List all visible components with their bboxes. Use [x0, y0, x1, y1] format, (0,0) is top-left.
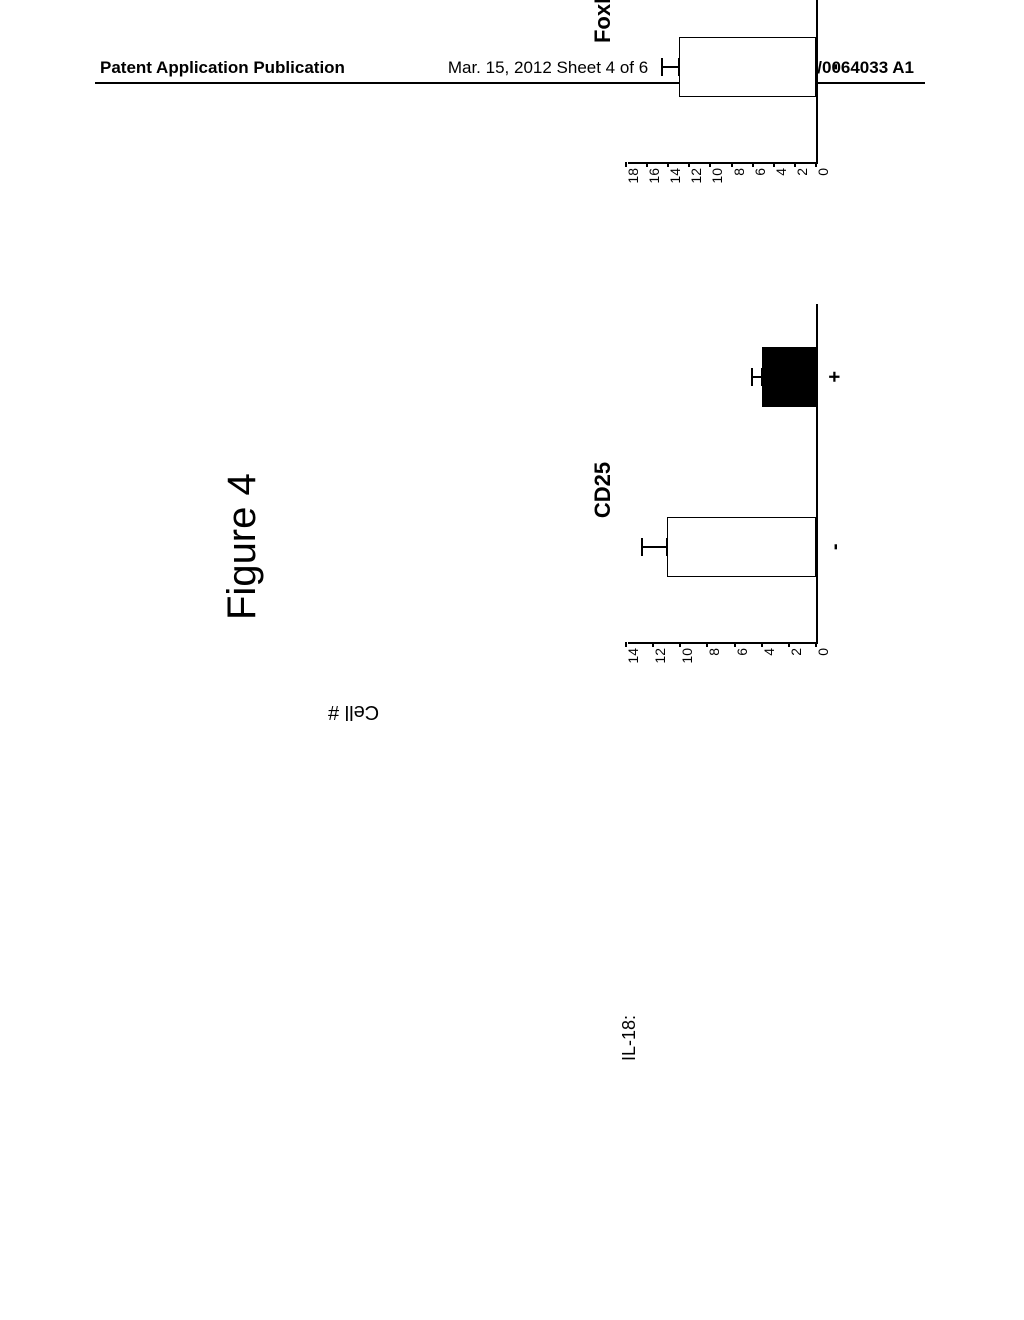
ytick-mark: [731, 162, 733, 167]
error-bar: [642, 546, 666, 548]
page-header: Patent Application Publication Mar. 15, …: [0, 58, 1024, 78]
ytick-label: 4: [773, 168, 789, 176]
ytick-label: 16: [646, 168, 662, 184]
ytick-mark: [667, 162, 669, 167]
ytick-label: 0: [815, 168, 831, 176]
ytick-label: 2: [788, 648, 804, 656]
xtick-label: +: [824, 371, 847, 383]
ytick-mark: [646, 162, 648, 167]
condition-label: IL-18:: [619, 1015, 640, 1061]
header-left: Patent Application Publication: [100, 58, 345, 78]
chart-foxp3-title: FoxP3: [590, 0, 616, 210]
chart-cd25-slot: CD25 02468101214-+: [330, 690, 590, 1090]
ytick-label: 6: [752, 168, 768, 176]
bar: [762, 347, 816, 407]
ytick-label: 6: [734, 648, 750, 656]
chart-foxp3-plot: 024681012141618-+: [628, 0, 818, 164]
error-cap-bottom: [761, 368, 763, 386]
error-cap-top: [641, 538, 643, 556]
ytick-mark: [815, 642, 817, 647]
ytick-mark: [752, 162, 754, 167]
ytick-label: 10: [709, 168, 725, 184]
ytick-mark: [652, 642, 654, 647]
ytick-label: 10: [679, 648, 695, 664]
error-cap-top: [661, 58, 663, 76]
ytick-mark: [706, 642, 708, 647]
xtick-label: -: [824, 63, 847, 70]
ytick-label: 8: [706, 648, 722, 656]
figure-title: Figure 4: [220, 473, 265, 620]
error-cap-top: [751, 368, 753, 386]
chart-cd25-title: CD25: [590, 290, 616, 690]
ytick-label: 14: [667, 168, 683, 184]
chart-foxp3: FoxP3 024681012141618-+: [590, 0, 850, 210]
chart-cd25-plot: 02468101214-+: [628, 304, 818, 644]
ytick-mark: [788, 642, 790, 647]
charts-container: FoxP3 024681012141618-+ CD25 02468101214…: [330, 210, 590, 1090]
ytick-label: 12: [688, 168, 704, 184]
bar: [667, 517, 816, 577]
ytick-mark: [625, 642, 627, 647]
ytick-mark: [688, 162, 690, 167]
ytick-label: 4: [761, 648, 777, 656]
error-bar: [662, 66, 679, 68]
ytick-label: 8: [731, 168, 747, 176]
ytick-label: 18: [625, 168, 641, 184]
ytick-mark: [734, 642, 736, 647]
ytick-label: 0: [815, 648, 831, 656]
error-cap-bottom: [678, 58, 680, 76]
ytick-mark: [679, 642, 681, 647]
ytick-mark: [709, 162, 711, 167]
ytick-label: 2: [794, 168, 810, 176]
bar: [679, 37, 816, 97]
ytick-mark: [773, 162, 775, 167]
ytick-mark: [794, 162, 796, 167]
xtick-label: -: [824, 543, 847, 550]
chart-cd25: CD25 02468101214-+: [590, 290, 850, 690]
error-cap-bottom: [666, 538, 668, 556]
ytick-label: 14: [625, 648, 641, 664]
ytick-mark: [625, 162, 627, 167]
chart-foxp3-slot: FoxP3 024681012141618-+: [330, 210, 590, 610]
ytick-label: 12: [652, 648, 668, 664]
ytick-mark: [761, 642, 763, 647]
ytick-mark: [815, 162, 817, 167]
